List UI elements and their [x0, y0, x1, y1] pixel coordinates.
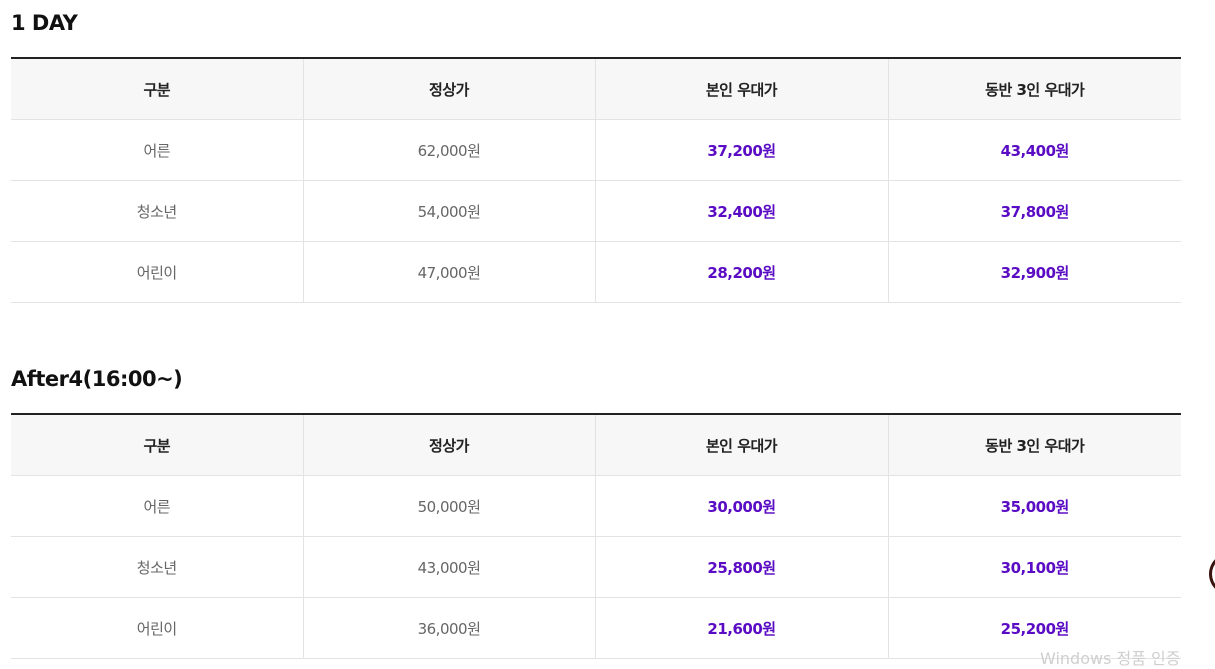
companion-discount-price: 32,900원	[888, 241, 1181, 303]
header-self-discount: 본인 우대가	[595, 58, 889, 120]
table-row: 어른 62,000원 37,200원 43,400원	[11, 119, 1181, 181]
table-row: 어른 50,000원 30,000원 35,000원	[11, 475, 1181, 537]
self-discount-price: 21,600원	[595, 597, 889, 659]
regular-price: 62,000원	[303, 119, 596, 181]
regular-price: 54,000원	[303, 180, 596, 242]
header-regular-price: 정상가	[303, 414, 596, 476]
header-category: 구분	[11, 58, 304, 120]
table-row: 청소년 43,000원 25,800원 30,100원	[11, 536, 1181, 598]
table-row: 어린이 47,000원 28,200원 32,900원	[11, 241, 1181, 303]
row-category: 어른	[11, 119, 304, 181]
price-table: 구분 정상가 본인 우대가 동반 3인 우대가 어른 62,000원 37,20…	[11, 57, 1181, 303]
price-table: 구분 정상가 본인 우대가 동반 3인 우대가 어른 50,000원 30,00…	[11, 413, 1181, 659]
companion-discount-price: 30,100원	[888, 536, 1181, 598]
self-discount-price: 32,400원	[595, 180, 889, 242]
table-header-row: 구분 정상가 본인 우대가 동반 3인 우대가	[11, 414, 1181, 476]
row-category: 청소년	[11, 536, 304, 598]
companion-discount-price: 43,400원	[888, 119, 1181, 181]
header-companion-discount: 동반 3인 우대가	[888, 58, 1181, 120]
windows-activation-watermark: Windows 정품 인증	[1040, 649, 1181, 668]
row-category: 어른	[11, 475, 304, 537]
header-self-discount: 본인 우대가	[595, 414, 889, 476]
self-discount-price: 30,000원	[595, 475, 889, 537]
header-category: 구분	[11, 414, 304, 476]
table-row: 청소년 54,000원 32,400원 37,800원	[11, 180, 1181, 242]
header-regular-price: 정상가	[303, 58, 596, 120]
companion-discount-price: 25,200원	[888, 597, 1181, 659]
section-title: After4(16:00~)	[11, 367, 183, 391]
table-row: 어린이 36,000원 21,600원 25,200원	[11, 597, 1181, 659]
regular-price: 36,000원	[303, 597, 596, 659]
companion-discount-price: 37,800원	[888, 180, 1181, 242]
section-title: 1 DAY	[11, 11, 78, 35]
header-companion-discount: 동반 3인 우대가	[888, 414, 1181, 476]
table-header-row: 구분 정상가 본인 우대가 동반 3인 우대가	[11, 58, 1181, 120]
regular-price: 50,000원	[303, 475, 596, 537]
self-discount-price: 25,800원	[595, 536, 889, 598]
regular-price: 43,000원	[303, 536, 596, 598]
row-category: 청소년	[11, 180, 304, 242]
row-category: 어린이	[11, 597, 304, 659]
row-category: 어린이	[11, 241, 304, 303]
self-discount-price: 37,200원	[595, 119, 889, 181]
companion-discount-price: 35,000원	[888, 475, 1181, 537]
regular-price: 47,000원	[303, 241, 596, 303]
self-discount-price: 28,200원	[595, 241, 889, 303]
floating-button[interactable]	[1209, 552, 1215, 596]
